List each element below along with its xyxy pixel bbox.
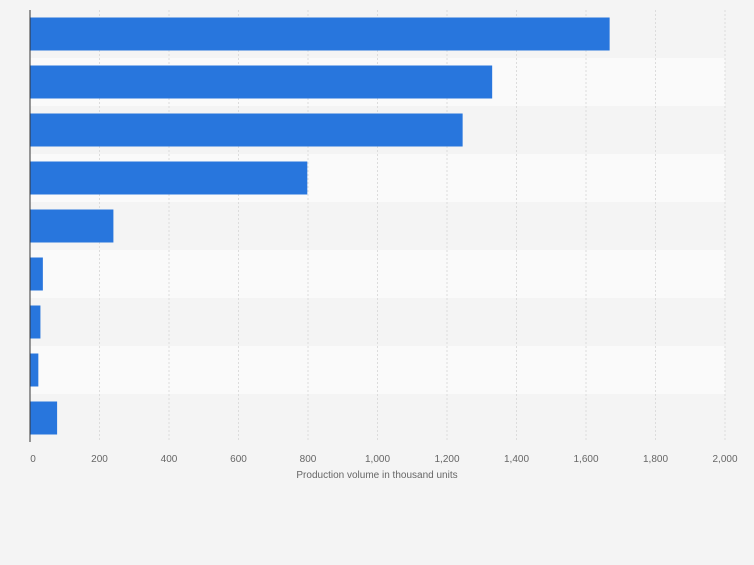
x-tick-label: 2,000 <box>712 454 737 465</box>
x-axis-label: Production volume in thousand units <box>296 470 457 481</box>
x-tick-label: 1,400 <box>504 454 529 465</box>
x-tick-label: 0 <box>30 454 36 465</box>
x-tick-label: 800 <box>300 454 317 465</box>
x-tick-label: 1,000 <box>365 454 390 465</box>
x-axis-ticks: 0 200 400 600 800 1,000 1,200 1,400 1,600 1,800 2,… <box>30 454 738 465</box>
x-tick-label: 600 <box>230 454 247 465</box>
bar[interactable] <box>30 65 493 99</box>
x-tick-label: 200 <box>91 454 108 465</box>
bar[interactable] <box>30 113 463 147</box>
x-tick-label: 1,800 <box>643 454 668 465</box>
bars <box>30 17 610 435</box>
bar[interactable] <box>30 353 39 387</box>
x-tick-label: 1,600 <box>573 454 598 465</box>
bar[interactable] <box>30 161 308 195</box>
bar[interactable] <box>30 257 43 291</box>
x-tick-label: 400 <box>161 454 178 465</box>
bar[interactable] <box>30 17 610 51</box>
bar[interactable] <box>30 209 114 243</box>
bar[interactable] <box>30 401 58 435</box>
x-tick-label: 1,200 <box>434 454 459 465</box>
bar[interactable] <box>30 305 41 339</box>
